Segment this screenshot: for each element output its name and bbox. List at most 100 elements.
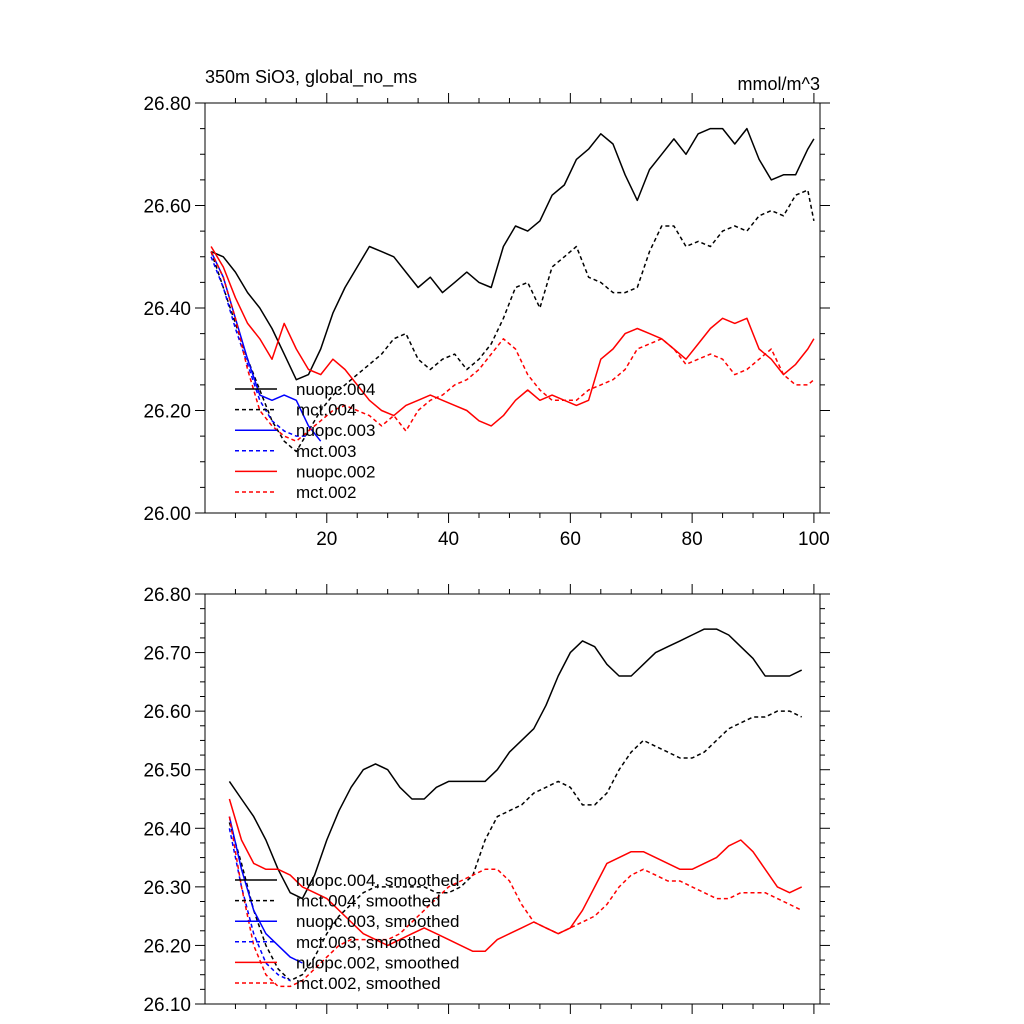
- data-point: [253, 863, 255, 865]
- data-point: [235, 317, 237, 319]
- data-point: [442, 399, 444, 401]
- data-point: [356, 374, 358, 376]
- data-point: [649, 251, 651, 253]
- data-point: [241, 839, 243, 841]
- data-point: [375, 763, 377, 765]
- data-point: [734, 225, 736, 227]
- data-point: [722, 128, 724, 130]
- data-point: [308, 369, 310, 371]
- data-point: [551, 194, 553, 196]
- data-point: [722, 358, 724, 360]
- data-point: [393, 256, 395, 258]
- data-point: [271, 399, 273, 401]
- data-point: [710, 246, 712, 248]
- data-point: [472, 950, 474, 952]
- data-point: [241, 868, 243, 870]
- data-point: [283, 440, 285, 442]
- data-point: [722, 317, 724, 319]
- data-point: [277, 868, 279, 870]
- data-point: [551, 399, 553, 401]
- data-point: [222, 256, 224, 258]
- data-point: [545, 704, 547, 706]
- data-point: [624, 333, 626, 335]
- data-point: [795, 174, 797, 176]
- data-point: [460, 781, 462, 783]
- legend-label: mct.002, smoothed: [296, 974, 441, 993]
- data-point: [582, 921, 584, 923]
- data-point: [210, 251, 212, 253]
- data-point: [582, 640, 584, 642]
- data-point: [277, 968, 279, 970]
- data-point: [563, 184, 565, 186]
- data-point: [704, 863, 706, 865]
- data-point: [496, 816, 498, 818]
- data-point: [332, 358, 334, 360]
- units-label: mmol/m^3: [738, 74, 820, 94]
- data-point: [746, 230, 748, 232]
- data-point: [783, 174, 785, 176]
- data-point: [661, 153, 663, 155]
- series-line: [228, 816, 303, 964]
- data-point: [283, 430, 285, 432]
- data-point: [582, 804, 584, 806]
- data-point: [588, 399, 590, 401]
- data-point: [338, 810, 340, 812]
- data-point: [618, 886, 620, 888]
- series-line: [210, 189, 815, 453]
- data-point: [557, 781, 559, 783]
- data-point: [503, 338, 505, 340]
- data-point: [764, 716, 766, 718]
- y-tick-label: 26.30: [143, 878, 191, 899]
- data-point: [539, 220, 541, 222]
- data-point: [795, 384, 797, 386]
- x-tick-label: 20: [316, 529, 337, 550]
- data-point: [770, 348, 772, 350]
- data-point: [570, 652, 572, 654]
- data-point: [600, 282, 602, 284]
- data-point: [612, 348, 614, 350]
- data-point: [655, 652, 657, 654]
- data-point: [381, 353, 383, 355]
- series-line: [210, 246, 815, 427]
- series-line: [228, 628, 803, 900]
- data-point: [777, 675, 779, 677]
- data-point: [685, 358, 687, 360]
- data-point: [734, 374, 736, 376]
- data-point: [442, 358, 444, 360]
- data-point: [369, 246, 371, 248]
- data-point: [606, 904, 608, 906]
- data-point: [436, 786, 438, 788]
- data-point: [454, 282, 456, 284]
- data-point: [752, 851, 754, 853]
- data-point: [679, 880, 681, 882]
- legend-label: mct.004, smoothed: [296, 892, 441, 911]
- data-point: [630, 874, 632, 876]
- legend-label: nuopc.004: [296, 380, 375, 399]
- data-point: [521, 804, 523, 806]
- series-line: [228, 798, 803, 953]
- data-point: [417, 287, 419, 289]
- data-point: [551, 266, 553, 268]
- legend-label: mct.003, smoothed: [296, 933, 441, 952]
- data-point: [509, 751, 511, 753]
- data-point: [289, 980, 291, 982]
- data-point: [618, 857, 620, 859]
- data-point: [533, 921, 535, 923]
- data-point: [283, 323, 285, 325]
- data-point: [594, 804, 596, 806]
- data-point: [247, 369, 249, 371]
- legend-label: nuopc.003, smoothed: [296, 912, 460, 931]
- data-point: [423, 798, 425, 800]
- data-point: [582, 909, 584, 911]
- data-point: [247, 323, 249, 325]
- data-point: [478, 369, 480, 371]
- data-point: [265, 839, 267, 841]
- data-point: [630, 675, 632, 677]
- data-point: [277, 974, 279, 976]
- data-point: [764, 868, 766, 870]
- data-point: [679, 868, 681, 870]
- data-point: [369, 415, 371, 417]
- data-point: [363, 769, 365, 771]
- data-point: [484, 839, 486, 841]
- data-point: [454, 405, 456, 407]
